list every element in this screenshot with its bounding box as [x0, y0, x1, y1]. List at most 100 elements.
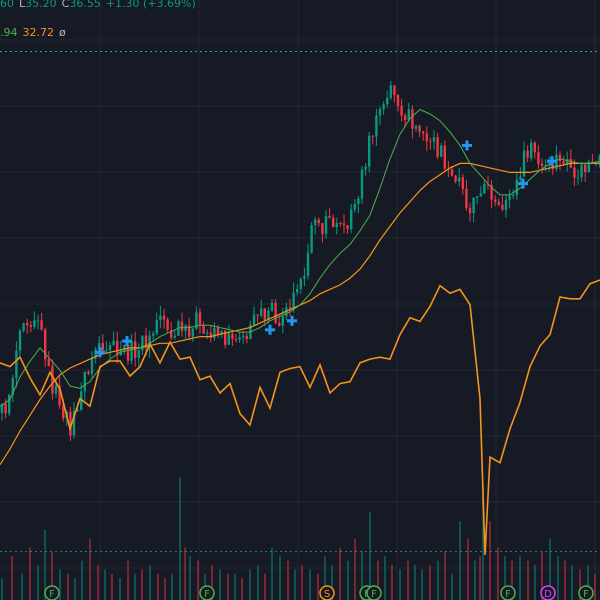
candle-body: [490, 184, 493, 200]
candle-body: [278, 322, 281, 326]
volume-bar: [549, 538, 551, 600]
candle-body: [11, 378, 14, 395]
cross-marker-v: [521, 178, 525, 189]
volume-bar: [44, 530, 46, 600]
volume-bar: [377, 560, 379, 600]
candle-body: [69, 411, 72, 436]
candle-body: [461, 177, 464, 189]
candle-body: [303, 275, 306, 279]
volume-bar: [557, 556, 559, 600]
candle-body: [537, 152, 540, 164]
candle-body: [454, 175, 457, 182]
candle-body: [573, 167, 576, 178]
candle-body: [126, 344, 130, 361]
cross-marker: [95, 347, 105, 358]
candle-body: [540, 163, 544, 166]
candle-body: [533, 142, 536, 153]
event-badge-label: F: [505, 589, 511, 600]
event-badge-label: D: [544, 589, 552, 600]
volume-bar: [541, 551, 543, 600]
candle-body: [80, 391, 83, 410]
candle-body: [591, 161, 594, 163]
candle-body: [202, 324, 205, 334]
volume-bar: [594, 573, 596, 600]
candle-body: [483, 183, 486, 194]
cross-marker-v: [550, 156, 554, 167]
candle-body: [108, 345, 112, 351]
volume-bar: [141, 569, 143, 600]
event-badge-label: S: [324, 589, 330, 600]
candle-body: [332, 217, 335, 228]
candle-body: [504, 199, 508, 210]
candle-body: [58, 385, 61, 406]
volume-bar: [189, 556, 191, 600]
volume-bar: [519, 556, 521, 600]
candle-body: [530, 142, 533, 158]
cross-marker: [287, 315, 297, 326]
candle-body: [18, 330, 22, 351]
candle-body: [476, 196, 479, 198]
volume-bar: [279, 556, 281, 600]
event-badge: F: [44, 585, 60, 600]
volume-bar: [414, 565, 416, 600]
candle-body: [360, 169, 364, 199]
candle-body: [292, 292, 295, 309]
candle-body: [587, 161, 590, 173]
candle-body: [389, 85, 392, 98]
volume-bar: [111, 573, 113, 600]
volume-bar: [249, 569, 251, 600]
event-badge-circle: [319, 585, 335, 600]
candle-body: [245, 335, 248, 340]
cross-markers[interactable]: [95, 140, 557, 358]
candle-body: [173, 335, 176, 338]
candle-body: [281, 316, 284, 326]
candle-body: [83, 371, 86, 392]
candle-body: [72, 411, 76, 436]
candle-body: [450, 169, 454, 176]
candle-body: [432, 137, 436, 142]
candle-body: [8, 394, 11, 414]
close-value: 36.55: [69, 0, 101, 10]
volume-bar: [59, 569, 61, 600]
ma-slow-line: [0, 162, 600, 466]
volume-bar: [534, 565, 536, 600]
volume-bar: [51, 551, 53, 600]
candle-body: [267, 310, 270, 320]
volume-bar: [587, 565, 589, 600]
candle-body: [263, 308, 266, 320]
candle-body: [328, 215, 331, 218]
volume-bar: [241, 578, 243, 600]
candle-body: [216, 327, 220, 335]
candle-body: [429, 141, 432, 143]
candle-body: [425, 133, 428, 142]
candle-body: [62, 405, 65, 419]
candle-body: [414, 125, 418, 129]
candles[interactable]: [0, 81, 600, 442]
cross-marker: [518, 178, 528, 189]
candle-body: [306, 252, 310, 276]
candle-body: [386, 97, 389, 105]
candle-body: [508, 195, 511, 200]
change-value: +1.30 (+3.69%): [105, 0, 196, 10]
volume-bar: [399, 569, 401, 600]
candle-body: [436, 137, 439, 157]
candle-body: [166, 319, 169, 331]
volume-bar: [489, 521, 491, 600]
volume-bar: [324, 556, 326, 600]
candle-body: [51, 365, 54, 394]
candle-body: [551, 164, 554, 170]
volume-bar: [309, 569, 311, 600]
oscillator-line: [0, 279, 600, 556]
candle-body: [288, 307, 292, 309]
candle-body: [180, 321, 184, 332]
candle-body: [198, 312, 202, 325]
candle-body: [411, 109, 414, 129]
candle-body: [40, 320, 43, 330]
volume-bar: [437, 560, 439, 600]
event-badges[interactable]: FFSFFFDF: [44, 585, 594, 600]
candle-body: [206, 332, 209, 334]
low-label: L: [19, 0, 26, 10]
